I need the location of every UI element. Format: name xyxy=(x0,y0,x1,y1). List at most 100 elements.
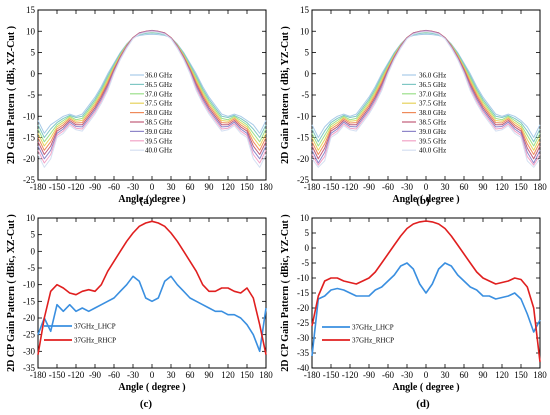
x-axis-label: Angle ( degree ) xyxy=(392,194,459,205)
y-tick-label: -30 xyxy=(23,346,35,356)
x-tick-label: -150 xyxy=(323,182,340,192)
legend-label: 40.0 GHz xyxy=(419,147,446,155)
y-tick-label: 0 xyxy=(305,69,310,79)
x-tick-label: -120 xyxy=(342,182,359,192)
legend-label: 39.0 GHz xyxy=(145,128,172,136)
x-tick-label: -60 xyxy=(108,370,120,380)
x-axis-label: Angle ( degree ) xyxy=(118,382,185,393)
x-tick-label: 30 xyxy=(441,370,451,380)
y-tick-label: -25 xyxy=(23,330,35,340)
y-tick-label: -25 xyxy=(297,175,309,185)
y-tick-label: -15 xyxy=(23,133,35,143)
series-line xyxy=(37,275,267,353)
x-tick-label: 150 xyxy=(240,370,254,380)
y-tick-label: -20 xyxy=(23,313,35,323)
y-tick-label: -15 xyxy=(297,288,309,298)
x-tick-label: 150 xyxy=(514,370,528,380)
x-tick-label: 120 xyxy=(221,370,235,380)
y-tick-label: 10 xyxy=(300,26,310,36)
x-tick-label: -150 xyxy=(323,370,340,380)
x-tick-label: 0 xyxy=(150,370,155,380)
x-tick-label: 0 xyxy=(424,370,429,380)
y-tick-label: -5 xyxy=(302,258,310,268)
panel-label: (b) xyxy=(416,195,430,207)
y-tick-label: -25 xyxy=(297,318,309,328)
x-tick-label: -120 xyxy=(68,370,85,380)
y-tick-label: 10 xyxy=(26,213,36,223)
y-tick-label: -20 xyxy=(23,154,35,164)
series-line xyxy=(311,262,541,357)
x-axis-label: Angle ( degree ) xyxy=(118,194,185,205)
x-tick-label: -180 xyxy=(30,182,47,192)
x-tick-label: -120 xyxy=(342,370,359,380)
x-tick-label: -120 xyxy=(68,182,85,192)
x-tick-label: -90 xyxy=(363,370,375,380)
y-tick-label: 0 xyxy=(31,69,36,79)
y-tick-label: -10 xyxy=(23,280,35,290)
x-tick-label: -90 xyxy=(363,182,375,192)
x-tick-label: 150 xyxy=(514,182,528,192)
y-tick-label: 5 xyxy=(305,228,310,238)
y-tick-label: 10 xyxy=(300,213,310,223)
x-tick-label: 30 xyxy=(441,182,451,192)
legend-label: 38.5 GHz xyxy=(145,119,172,127)
x-tick-label: 60 xyxy=(186,182,196,192)
legend-label: 38.5 GHz xyxy=(419,119,446,127)
legend-label: 37.0 GHz xyxy=(145,90,172,98)
x-tick-label: 90 xyxy=(205,370,215,380)
x-tick-label: -150 xyxy=(49,370,66,380)
y-tick-label: -15 xyxy=(297,133,309,143)
legend-label: 39.5 GHz xyxy=(419,137,446,145)
x-tick-label: -60 xyxy=(382,370,394,380)
legend-label: 36.5 GHz xyxy=(419,81,446,89)
y-axis-label: 2D CP Gain Pattern ( dBic, YZ-Cut ) xyxy=(280,214,291,371)
x-tick-label: -30 xyxy=(127,370,139,380)
chart-panel-0: -180 -150 -120 -90 -60 -30 0 30 60 90 120 150 180-25… xyxy=(6,5,273,207)
legend-label: 37GHz_LHCP xyxy=(74,323,116,331)
x-tick-label: -30 xyxy=(127,182,139,192)
legend-label: 39.0 GHz xyxy=(419,128,446,136)
x-tick-label: 60 xyxy=(460,370,470,380)
series-line xyxy=(37,32,267,138)
legend-label: 38.0 GHz xyxy=(145,109,172,117)
y-tick-label: 5 xyxy=(305,48,310,58)
series-line xyxy=(311,33,541,138)
legend-label: 37.0 GHz xyxy=(419,90,446,98)
legend-label: 40.0 GHz xyxy=(145,147,172,155)
x-tick-label: 180 xyxy=(533,182,547,192)
chart-panel-1: -180 -150 -120 -90 -60 -30 0 30 60 90 120 150 180-25… xyxy=(280,5,547,207)
chart-panel-2: -180 -150 -120 -90 -60 -30 0 30 60 90 120 150 180-35… xyxy=(6,213,273,410)
x-tick-label: 150 xyxy=(240,182,254,192)
y-tick-label: -15 xyxy=(23,296,35,306)
series-line xyxy=(311,31,541,168)
panel-label: (c) xyxy=(140,398,153,410)
y-tick-label: -10 xyxy=(23,111,35,121)
y-tick-label: 15 xyxy=(300,5,310,15)
x-tick-label: 30 xyxy=(167,370,177,380)
panel-label: (a) xyxy=(140,195,153,207)
x-tick-label: -180 xyxy=(30,370,47,380)
y-tick-label: -30 xyxy=(297,333,309,343)
legend-label: 36.0 GHz xyxy=(145,72,172,80)
legend-label: 36.0 GHz xyxy=(419,72,446,80)
x-tick-label: 30 xyxy=(167,182,177,192)
y-tick-label: 5 xyxy=(31,48,36,58)
x-tick-label: -180 xyxy=(304,370,321,380)
x-tick-label: 180 xyxy=(259,370,273,380)
y-tick-label: -35 xyxy=(297,348,309,358)
y-tick-label: -5 xyxy=(302,90,310,100)
x-tick-label: 120 xyxy=(221,182,235,192)
legend-label: 37GHz_RHCP xyxy=(352,337,394,345)
y-tick-label: -20 xyxy=(297,154,309,164)
y-axis-label: 2D CP Gain Pattern ( dBic, XZ-Cut ) xyxy=(6,214,17,372)
x-tick-label: 180 xyxy=(533,370,547,380)
x-tick-label: 60 xyxy=(186,370,196,380)
chart-panel-3: -180 -150 -120 -90 -60 -30 0 30 60 90 120 150 180-40… xyxy=(280,213,547,410)
legend-label: 37.5 GHz xyxy=(419,100,446,108)
y-tick-label: -5 xyxy=(28,90,36,100)
y-tick-label: -25 xyxy=(23,175,35,185)
x-tick-label: 90 xyxy=(205,182,215,192)
x-tick-label: -60 xyxy=(382,182,394,192)
y-axis-label: 2D Gain Pattern ( dBi, YZ-Cut ) xyxy=(280,26,291,164)
